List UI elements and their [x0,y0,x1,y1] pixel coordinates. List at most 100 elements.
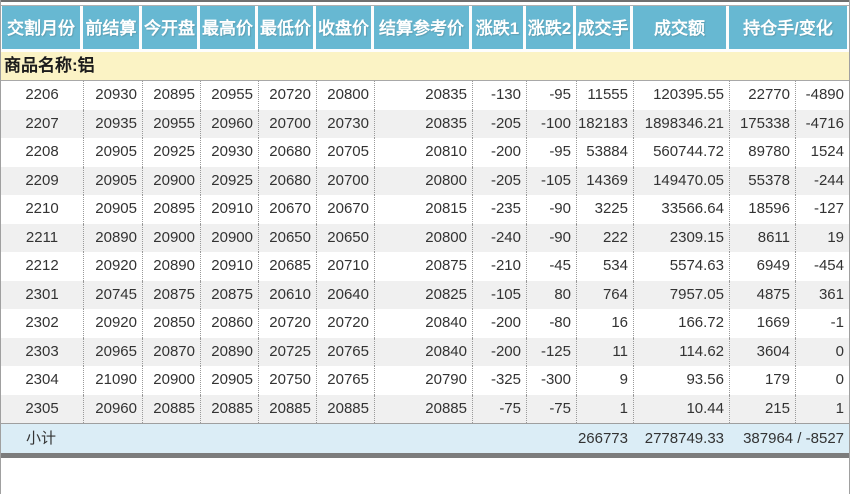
table-header-row: 交割月份 前结算 今开盘 最高价 最低价 收盘价 结算参考价 涨跌1 涨跌2 成… [1,6,849,52]
product-name-label: 商品名称:铝 [4,56,95,75]
cell-open: 20900 [142,166,200,195]
cell-change2: -95 [526,138,576,167]
cell-oi-change: 361 [795,280,849,309]
cell-change1: -200 [472,309,526,338]
cell-settle-ref: 20875 [374,252,472,281]
col-header-turnover: 成交额 [633,6,729,49]
cell-turnover: 93.56 [633,366,729,395]
cell-open-interest: 3604 [729,337,795,366]
cell-high: 20860 [200,309,258,338]
cell-turnover: 114.62 [633,337,729,366]
cell-change2: -105 [526,166,576,195]
cell-change2: -90 [526,195,576,224]
cell-close: 20765 [316,337,374,366]
cell-change2: -95 [526,81,576,110]
cell-change1: -325 [472,366,526,395]
cell-month: 2209 [25,171,59,189]
cell-volume: 14369 [576,166,633,195]
cell-low: 20700 [258,109,316,138]
cell-open-interest: 8611 [729,223,795,252]
cell-open-interest: 175338 [729,109,795,138]
cell-open-interest: 18596 [729,195,795,224]
cell-volume: 3225 [576,195,633,224]
cell-oi-change: 1524 [795,138,849,167]
cell-settle-ref: 20800 [374,166,472,195]
cell-month: 2302 [25,314,59,331]
cell-open: 20870 [142,337,200,366]
cell-open: 20900 [142,366,200,395]
table-row: 2209 20905 20900 20925 20680 20700 20800 -205 -1… [1,166,849,195]
cell-low: 20685 [258,252,316,281]
cell-oi-change: 0 [795,337,849,366]
cell-oi-change: -454 [795,252,849,281]
cell-close: 20800 [316,81,374,110]
cell-open-interest: 89780 [729,138,795,167]
cell-month: 2305 [25,399,59,417]
cell-close: 20765 [316,366,374,395]
cell-high: 20925 [200,166,258,195]
cell-turnover: 560744.72 [633,138,729,167]
cell-turnover: 33566.64 [633,195,729,224]
cell-settle-ref: 20840 [374,309,472,338]
table-row: 2208 20905 20925 20930 20680 20705 20810 -200 -9… [1,138,849,167]
cell-change1: -200 [472,337,526,366]
col-header-change2: 涨跌2 [526,6,576,49]
cell-change2: -300 [526,366,576,395]
cell-oi-change: 0 [795,366,849,395]
cell-change1: -105 [472,280,526,309]
cell-turnover: 120395.55 [633,81,729,110]
col-header-settle-ref: 结算参考价 [374,6,472,49]
cell-open-interest: 215 [729,394,795,423]
cell-turnover: 166.72 [633,309,729,338]
cell-high: 20910 [200,252,258,281]
cell-settle-ref: 20810 [374,138,472,167]
cell-open: 20925 [142,138,200,167]
cell-close: 20710 [316,252,374,281]
cell-high: 20875 [200,280,258,309]
cell-open: 20895 [142,81,200,110]
cell-prev-settle: 20965 [83,337,142,366]
cell-prev-settle: 20905 [83,166,142,195]
cell-change1: -240 [472,223,526,252]
subtotal-label: 小计 [26,430,57,447]
cell-settle-ref: 20835 [374,81,472,110]
cell-month: 2304 [25,371,59,388]
cell-prev-settle: 20920 [83,309,142,338]
cell-close: 20730 [316,109,374,138]
cell-low: 20720 [258,81,316,110]
table-row: 2206 20930 20895 20955 20720 20800 20835 -130 -9… [1,81,849,110]
cell-change2: 80 [526,280,576,309]
cell-prev-settle: 20890 [83,223,142,252]
cell-change1: -200 [472,138,526,167]
cell-settle-ref: 20825 [374,280,472,309]
cell-volume: 182183 [576,109,633,138]
cell-close: 20670 [316,195,374,224]
cell-turnover: 2309.15 [633,223,729,252]
cell-oi-change: -1 [795,309,849,338]
cell-change1: -75 [472,394,526,423]
table-row: 2211 20890 20900 20900 20650 20650 20800 -240 -9… [1,223,849,252]
cell-high: 20910 [200,195,258,224]
cell-change2: -75 [526,394,576,423]
cell-high: 20885 [200,394,258,423]
cell-volume: 222 [576,223,633,252]
cell-volume: 16 [576,309,633,338]
cell-turnover: 10.44 [633,394,729,423]
cell-turnover: 7957.05 [633,280,729,309]
cell-prev-settle: 20905 [83,195,142,224]
cell-low: 20650 [258,223,316,252]
cell-oi-change: -4716 [795,109,849,138]
cell-low: 20750 [258,366,316,395]
cell-high: 20905 [200,366,258,395]
cell-oi-change: 1 [795,394,849,423]
cell-high: 20930 [200,138,258,167]
cell-low: 20720 [258,309,316,338]
cell-oi-change: 19 [795,223,849,252]
cell-open-interest: 22770 [729,81,795,110]
table-row: 2207 20935 20955 20960 20700 20730 20835 -205 -1… [1,109,849,138]
cell-change2: -80 [526,309,576,338]
table-row: 2212 20920 20890 20910 20685 20710 20875 -210 -4… [1,252,849,281]
cell-high: 20955 [200,81,258,110]
cell-open: 20900 [142,223,200,252]
